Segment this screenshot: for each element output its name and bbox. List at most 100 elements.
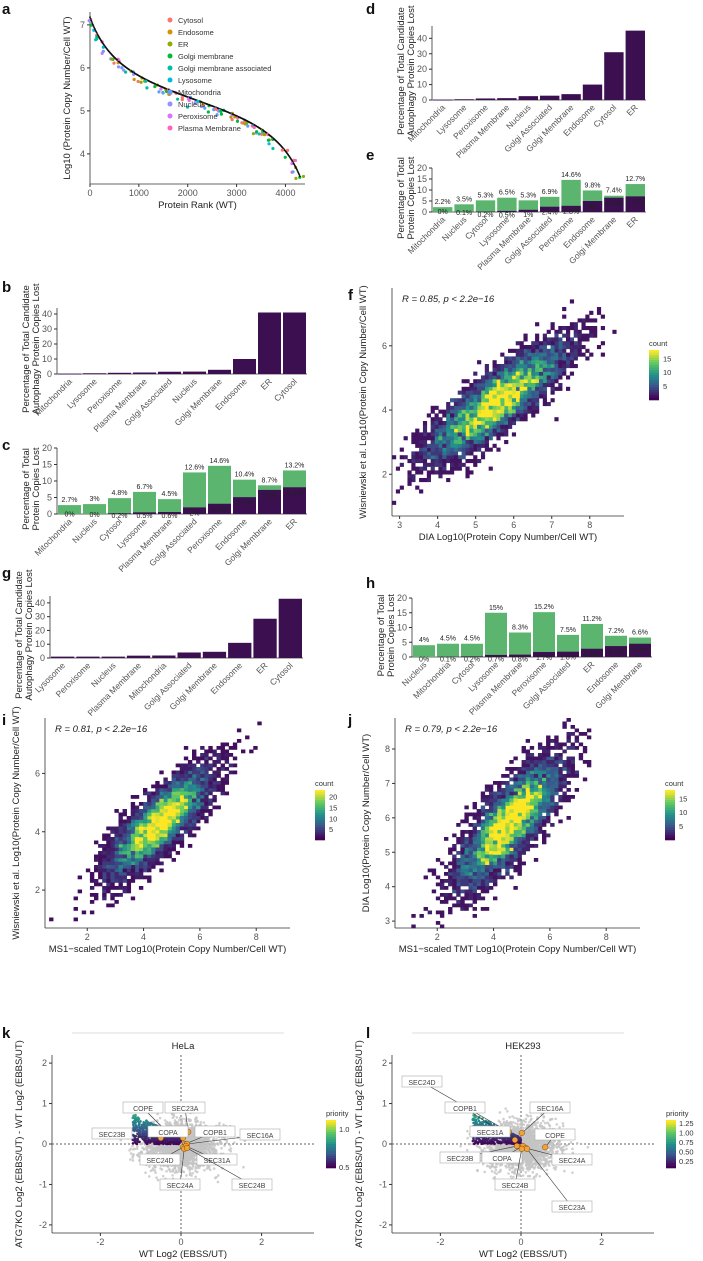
localized-protein-point <box>145 86 149 90</box>
data-label-total: 8.7% <box>262 477 278 484</box>
density-cell <box>461 394 466 399</box>
density-cell <box>484 436 489 441</box>
density-cell <box>529 781 535 785</box>
localized-protein-point <box>219 109 223 113</box>
density-cell <box>537 826 543 831</box>
density-cell <box>497 840 502 845</box>
density-cell <box>171 809 176 813</box>
density-cell <box>496 398 501 403</box>
density-cell <box>472 830 477 834</box>
density-cell <box>505 858 510 862</box>
bar-total-peroxisome <box>533 612 555 657</box>
density-cell <box>460 907 465 911</box>
density-cell <box>546 337 551 342</box>
colorbar-segment <box>649 350 659 353</box>
density-cell <box>187 795 193 799</box>
density-cell <box>236 728 242 733</box>
density-cell <box>415 485 420 490</box>
density-cell <box>554 367 559 372</box>
density-cell <box>573 329 578 334</box>
density-cell <box>505 788 510 792</box>
density-cell <box>196 805 201 810</box>
y-axis-label: Protein Copies Lost <box>386 594 397 677</box>
density-cell <box>430 447 435 452</box>
density-cell <box>126 879 132 883</box>
density-cell <box>460 854 465 859</box>
density-cell <box>480 896 486 901</box>
density-cell <box>442 409 447 414</box>
density-cell <box>488 421 493 426</box>
density-cell <box>480 791 486 796</box>
density-cell <box>550 386 555 391</box>
density-cell <box>538 352 544 357</box>
localized-protein-point <box>240 121 244 125</box>
density-cell <box>171 805 176 810</box>
density-cell <box>422 478 428 483</box>
density-cell <box>461 390 466 395</box>
density-cell <box>523 375 528 380</box>
bar-total-plasma-membrane <box>518 200 538 212</box>
density-cell <box>442 436 447 441</box>
density-cell <box>505 805 510 810</box>
density-cell <box>480 805 486 810</box>
density-cell <box>155 798 160 803</box>
y-tick-label: 6 <box>35 768 40 778</box>
density-cell <box>419 443 424 448</box>
density-cell <box>456 872 461 876</box>
density-cell <box>496 390 501 395</box>
density-cell <box>439 886 445 890</box>
density-cell <box>558 345 563 350</box>
density-cell <box>529 816 535 820</box>
density-cell <box>535 379 540 384</box>
density-cell <box>122 809 127 813</box>
density-cell <box>517 770 522 775</box>
density-cell <box>134 865 140 869</box>
density-cell <box>542 816 547 820</box>
y-tick-label: 8 <box>385 744 390 754</box>
density-cell <box>550 791 555 796</box>
density-cell <box>484 443 489 448</box>
density-cell <box>535 322 540 327</box>
density-cell <box>452 854 457 859</box>
legend-entry: Golgi membrane associated <box>178 64 271 73</box>
density-cell <box>130 879 136 883</box>
density-cell <box>533 837 539 841</box>
density-cell <box>114 865 119 869</box>
density-cell <box>81 910 87 915</box>
density-cell <box>89 886 95 890</box>
point <box>144 1171 147 1174</box>
density-cell <box>192 816 197 820</box>
density-cell <box>422 428 428 433</box>
density-cell <box>525 809 531 813</box>
density-cell <box>472 865 477 869</box>
density-cell <box>570 725 575 729</box>
density-cell <box>509 767 514 771</box>
density-cell <box>232 756 238 761</box>
density-cell <box>126 868 132 873</box>
density-cell <box>566 770 571 775</box>
density-cell <box>159 847 164 852</box>
point <box>173 1167 177 1170</box>
density-cell <box>484 784 490 789</box>
density-cell <box>151 865 156 869</box>
density-cell <box>453 409 459 414</box>
density-cell <box>216 781 221 785</box>
density-cell <box>122 854 127 859</box>
density-cell <box>589 318 594 323</box>
density-cell <box>411 455 416 460</box>
density-cell <box>521 791 526 796</box>
x-tick-label: 6 <box>547 932 552 942</box>
density-cell <box>110 830 115 834</box>
bar-plasma-membrane <box>133 372 156 374</box>
density-cell <box>179 826 185 831</box>
density-cell <box>147 802 152 806</box>
density-cell <box>558 784 563 789</box>
density-cell <box>448 851 453 855</box>
density-cell <box>509 802 514 806</box>
density-cell <box>143 788 148 792</box>
density-cell <box>484 861 490 866</box>
density-cell <box>460 865 465 869</box>
density-cell <box>450 405 455 410</box>
density-cell <box>476 858 482 862</box>
